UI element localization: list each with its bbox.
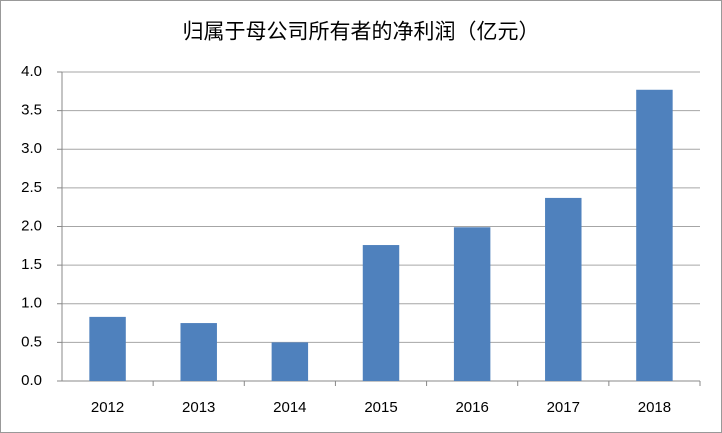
y-tick-label: 1.0 — [21, 295, 42, 312]
bar — [453, 227, 491, 381]
bar — [180, 323, 217, 381]
y-tick-label: 2.0 — [21, 217, 42, 234]
x-tick-label: 2016 — [455, 399, 488, 416]
y-tick-label: 0.5 — [21, 333, 42, 350]
bar — [271, 342, 309, 381]
x-tick-label: 2017 — [547, 399, 580, 416]
y-tick-label: 2.5 — [21, 179, 42, 196]
bar — [636, 89, 673, 381]
bar — [545, 197, 582, 381]
x-tick-label: 2018 — [638, 399, 671, 416]
y-tick-label: 3.5 — [21, 102, 42, 119]
y-tick-label: 4.0 — [21, 63, 42, 80]
chart-title: 归属于母公司所有者的净利润（亿元） — [183, 20, 540, 44]
bar — [362, 245, 400, 381]
y-tick-label: 3.0 — [21, 140, 42, 157]
y-tick-label: 1.5 — [21, 256, 42, 273]
bar — [89, 316, 126, 381]
x-tick-label: 2015 — [364, 399, 397, 416]
x-tick-label: 2013 — [182, 399, 215, 416]
x-tick-label: 2014 — [273, 399, 306, 416]
x-tick-label: 2012 — [91, 399, 124, 416]
y-tick-label: 0.0 — [21, 372, 42, 389]
